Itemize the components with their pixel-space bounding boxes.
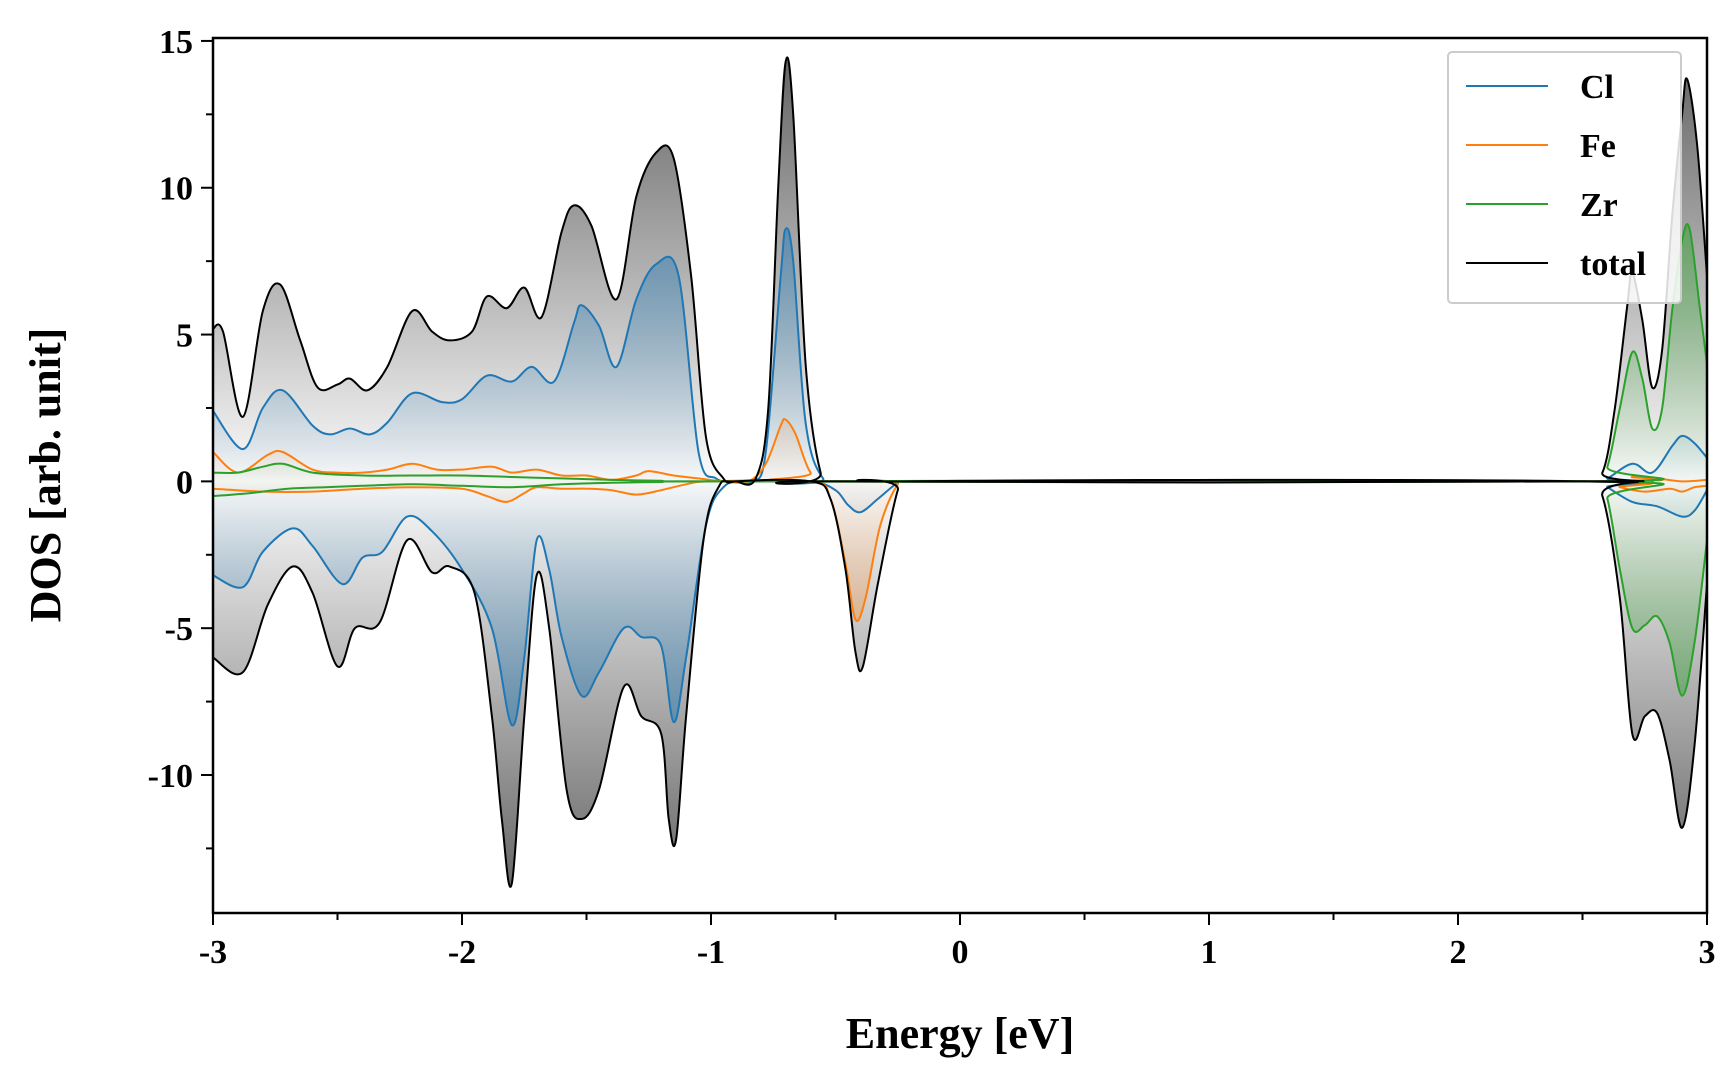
- legend-label-total: total: [1580, 246, 1646, 283]
- x-axis-label: Energy [eV]: [846, 1009, 1075, 1058]
- cl-down-fill: [213, 480, 1707, 726]
- x-tick-label: 2: [1450, 934, 1467, 971]
- x-tick-label: 0: [952, 934, 969, 971]
- y-tick-label: 5: [176, 318, 193, 355]
- y-axis: 15 10 5 0 -5 -10: [148, 24, 213, 850]
- y-tick-label: -5: [165, 611, 193, 648]
- legend-label-fe: Fe: [1580, 128, 1616, 165]
- series-line-total-down: [212, 478, 1708, 888]
- legend-box: [1447, 51, 1682, 304]
- x-tick-label: -2: [448, 934, 476, 971]
- x-tick-label: 1: [1201, 934, 1218, 971]
- y-tick-label: 10: [159, 171, 193, 208]
- cl-up-fill: [213, 228, 1707, 484]
- legend-label-zr: Zr: [1580, 187, 1618, 224]
- x-axis: -3 -2 -1 0 1 2 3: [199, 913, 1716, 971]
- x-tick-label: 3: [1699, 934, 1716, 971]
- legend: Cl Fe Zr total: [1447, 51, 1682, 304]
- y-tick-label: 15: [159, 24, 193, 61]
- y-tick-label: 0: [176, 464, 193, 501]
- series-lines: [212, 56, 1708, 888]
- y-axis-label: DOS [arb. unit]: [21, 328, 70, 623]
- y-tick-label: -10: [148, 758, 193, 795]
- x-tick-label: -3: [199, 934, 227, 971]
- x-tick-label: -1: [697, 934, 725, 971]
- total-down-fill: [213, 479, 1707, 887]
- legend-label-cl: Cl: [1580, 69, 1614, 106]
